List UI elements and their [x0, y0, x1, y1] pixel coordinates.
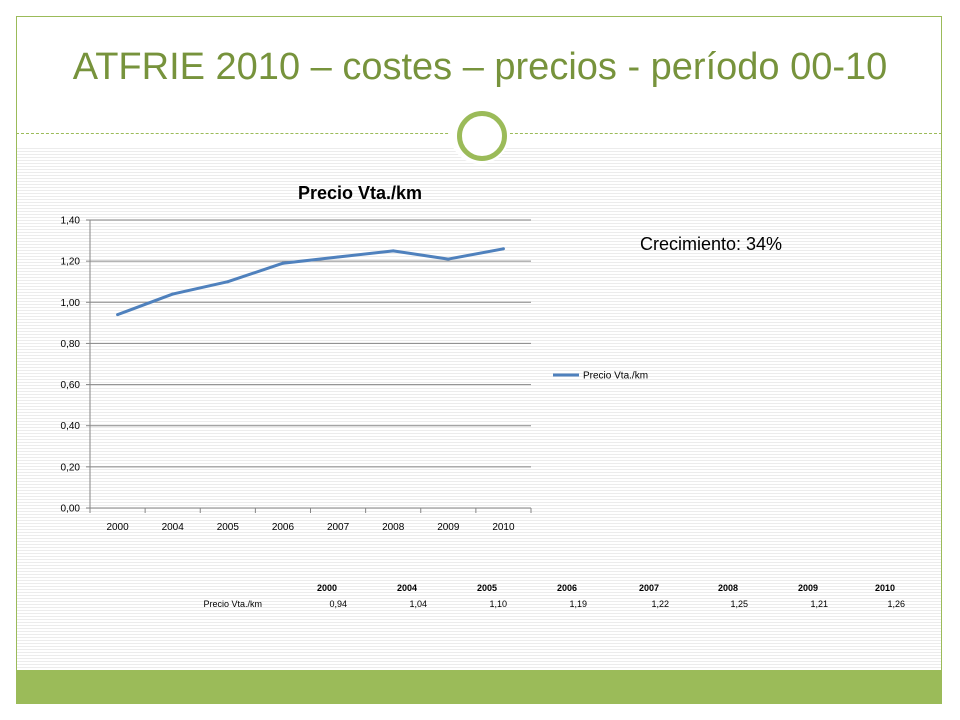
table-value-cell: 1,21: [810, 599, 828, 609]
x-tick-label: 2000: [106, 522, 129, 533]
x-tick-label: 2010: [492, 522, 515, 533]
y-tick-label: 0,40: [61, 421, 81, 432]
data-point: [171, 292, 175, 296]
x-tick-label: 2007: [327, 522, 350, 533]
y-tick-label: 0,80: [61, 339, 81, 350]
y-tick-label: 0,60: [61, 380, 81, 391]
table-header-cell: 2009: [798, 583, 818, 593]
slide-title: ATFRIE 2010 – costes – precios - período…: [72, 46, 888, 88]
footer-bar: [17, 670, 941, 703]
data-point: [281, 261, 285, 265]
y-tick-label: 0,20: [61, 462, 81, 473]
x-tick-label: 2005: [217, 522, 240, 533]
chart-legend: Precio Vta./km: [553, 371, 648, 382]
table-header-cell: 2010: [875, 583, 895, 593]
x-tick-label: 2008: [382, 522, 405, 533]
x-tick-label: 2004: [162, 522, 185, 533]
y-tick-label: 0,00: [61, 504, 81, 515]
chart-series: [116, 247, 505, 317]
table-value-cell: 1,10: [489, 599, 507, 609]
content-background: [17, 148, 941, 670]
table-header-cell: 2006: [557, 583, 577, 593]
table-header-cell: 2005: [477, 583, 497, 593]
data-point: [336, 255, 340, 259]
y-tick-label: 1,00: [61, 298, 81, 309]
data-point: [226, 280, 230, 284]
table-row-label: Precio Vta./km: [203, 599, 262, 609]
table-header-cell: 2004: [397, 583, 417, 593]
table-header-cell: 2008: [718, 583, 738, 593]
table-value-cell: 1,04: [409, 599, 427, 609]
y-tick-label: 1,40: [61, 216, 81, 227]
decorative-ring-icon: [457, 111, 507, 161]
chart-title: Precio Vta./km: [298, 183, 422, 203]
chart-gridlines: [90, 219, 531, 509]
table-header-cell: 2007: [639, 583, 659, 593]
data-point: [116, 313, 120, 317]
table-value-cell: 1,22: [651, 599, 669, 609]
series-line: [117, 247, 504, 317]
data-point: [391, 249, 395, 253]
table-value-cell: 0,94: [329, 599, 347, 609]
y-tick-label: 1,20: [61, 257, 81, 268]
table-value-cell: 1,26: [887, 599, 905, 609]
table-value-cell: 1,19: [569, 599, 587, 609]
data-point: [446, 257, 450, 261]
growth-note: Crecimiento: 34%: [640, 234, 783, 254]
data-point: [501, 247, 505, 251]
table-header-cell: 2000: [317, 583, 337, 593]
x-tick-label: 2009: [437, 522, 460, 533]
legend-label: Precio Vta./km: [583, 371, 648, 382]
chart-data-table: 2000 2004 2005 2006 2007 2008 2009 2010 Precio V…: [203, 583, 905, 609]
table-value-cell: 1,25: [730, 599, 748, 609]
x-tick-label: 2006: [272, 522, 295, 533]
chart-axes: 0,00 0,20 0,40 0,60 0,80 1,00 1,20 1,40 2000 2004…: [61, 216, 532, 533]
